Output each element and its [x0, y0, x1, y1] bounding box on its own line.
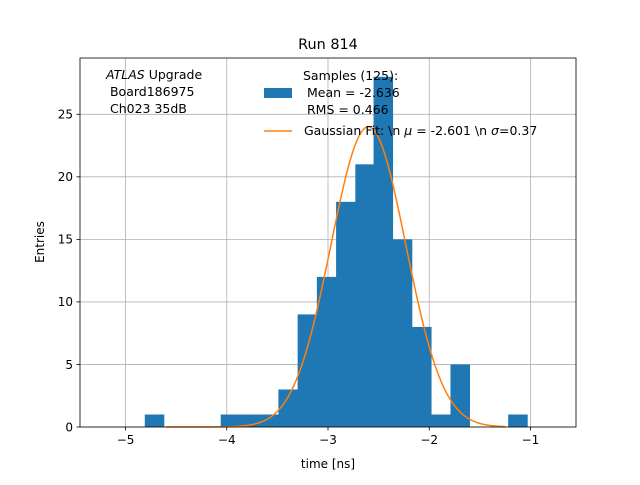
x-tick-label: −3: [319, 433, 337, 447]
chart-title: Run 814: [298, 37, 358, 53]
legend-fit-sigma-symbol: σ: [491, 123, 500, 138]
annotation-line-1: ATLAS Upgrade: [105, 67, 202, 82]
y-axis-label: Entries: [33, 221, 47, 263]
annotation-upgrade: Upgrade: [145, 67, 203, 82]
legend-samples-rms: RMS = 0.466: [303, 102, 389, 117]
histogram-bar: [508, 414, 528, 427]
histogram-bar: [412, 326, 432, 427]
legend-fit-mu-value: = -2.601 \n: [412, 123, 491, 138]
axes-frame: [79, 57, 577, 428]
legend-fit-mu-symbol: μ: [403, 123, 412, 138]
grid-lines: [80, 58, 576, 428]
histogram-bar: [297, 314, 318, 427]
annotation-board: Board186975: [106, 84, 194, 99]
y-tick-label: 0: [65, 420, 73, 434]
legend-fit-label: Gaussian Fit: \n μ = -2.601 \n σ=0.37: [304, 123, 537, 138]
y-tick-label: 20: [58, 170, 73, 184]
annotation-channel: Ch023 35dB: [106, 101, 187, 116]
y-tick-label: 15: [58, 233, 73, 247]
histogram-bar: [336, 201, 356, 427]
x-axis-label: time [ns]: [301, 457, 355, 471]
histogram-bar: [355, 164, 374, 428]
atlas-annotation: ATLAS Upgrade Board186975 Ch023 35dB: [105, 67, 202, 116]
x-tick-label: −1: [522, 433, 540, 447]
legend-samples-swatch: [264, 88, 292, 98]
histogram-bar: [392, 239, 413, 427]
y-tick-label: 25: [58, 108, 73, 122]
axis-ticks: −5 −4 −3 −2 −1 0 5 10 15 20 25: [58, 108, 540, 447]
legend-samples-title: Samples (125):: [303, 68, 398, 83]
y-tick-label: 10: [58, 295, 73, 309]
x-tick-label: −2: [420, 433, 438, 447]
legend-samples-mean: Mean = -2.636: [303, 85, 400, 100]
histogram-bar: [316, 276, 337, 427]
legend: Samples (125): Mean = -2.636 RMS = 0.466…: [264, 68, 537, 138]
annotation-atlas: ATLAS: [105, 67, 145, 82]
histogram-bar: [259, 414, 279, 427]
x-tick-label: −4: [218, 433, 236, 447]
histogram-bar: [144, 414, 165, 427]
histogram-bars: [144, 76, 528, 428]
histogram-bar: [278, 389, 298, 427]
histogram-bar: [220, 414, 241, 427]
legend-fit-sigma-value: =0.37: [499, 123, 537, 138]
y-tick-label: 5: [65, 358, 73, 372]
histogram-bar: [431, 414, 451, 427]
histogram-bar: [450, 364, 471, 427]
legend-fit-prefix: Gaussian Fit: \n: [304, 123, 404, 138]
x-tick-label: −5: [117, 433, 135, 447]
